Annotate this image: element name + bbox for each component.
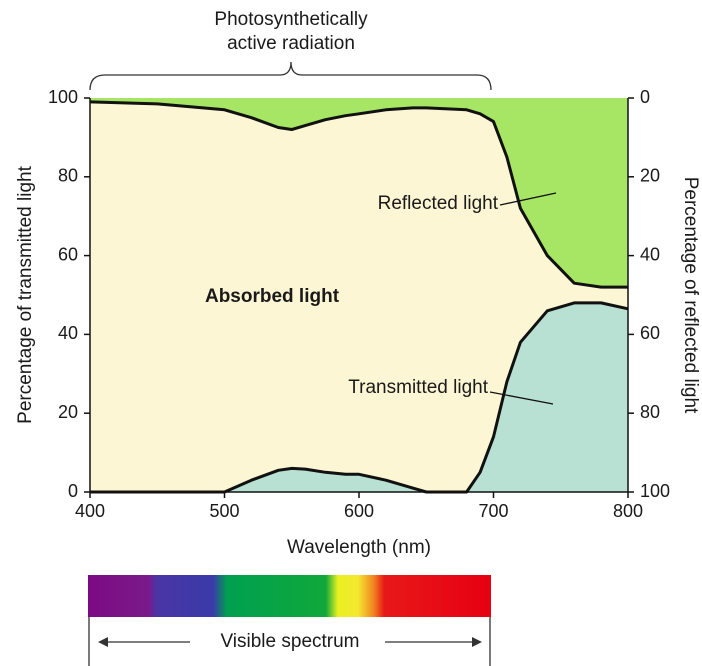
y-tick-label: 20 — [58, 402, 78, 422]
y-tick-label: 80 — [58, 166, 78, 186]
area — [90, 302, 628, 492]
y2-tick-label: 100 — [640, 481, 670, 501]
series-label: Reflected light — [378, 193, 499, 214]
y-tick-label: 60 — [58, 244, 78, 264]
y2-tick-label: 80 — [640, 402, 660, 422]
y2-tick-label: 20 — [640, 166, 660, 186]
bracket-label: Photosynthetically active radiation — [214, 9, 368, 54]
spectrum-label: Visible spectrum — [220, 631, 359, 652]
leader-line — [499, 192, 557, 206]
plot-area: 0 20 40 60 80 100 0 20 40 60 80 100 400 500 600 700 800 W… — [15, 87, 701, 558]
x-tick-label: 400 — [75, 501, 105, 521]
x-tick-label: 500 — [209, 501, 239, 521]
area — [90, 98, 628, 288]
leader-line — [489, 391, 554, 405]
y-tick-label: 40 — [58, 323, 78, 343]
x-tick-label: 700 — [478, 501, 508, 521]
region-label: Absorbed light — [205, 286, 340, 307]
boundary-line — [89, 100, 628, 289]
bracket — [89, 61, 492, 91]
y-tick-label: 100 — [48, 87, 78, 107]
y2-tick-label: 40 — [640, 244, 660, 264]
x-tick-label: 800 — [613, 501, 643, 521]
bracket-label-box: Photosynthetically active radiation — [214, 9, 368, 54]
boundary-line — [90, 301, 629, 494]
spectrum-bar — [88, 575, 491, 617]
y2-axis-label: Percentage of reflected light — [680, 177, 701, 414]
y2-tick-label: 60 — [640, 323, 660, 343]
y-tick-label: 0 — [68, 481, 78, 501]
y2-tick-label: 0 — [640, 87, 650, 107]
x-axis-label: Wavelength (nm) — [287, 537, 431, 558]
x-tick-label: 600 — [344, 501, 374, 521]
y-axis-label: Percentage of transmitted light — [15, 165, 36, 423]
series-label: Transmitted light — [348, 377, 488, 398]
